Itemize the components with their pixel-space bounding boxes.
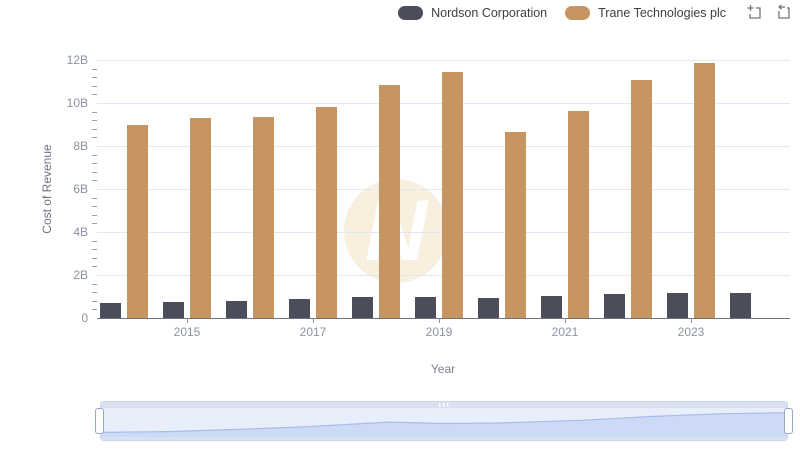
- bar-trane-2019[interactable]: [442, 71, 463, 318]
- y-minor-tick: [92, 94, 97, 96]
- y-minor-tick: [92, 137, 97, 139]
- bar-nordson-2014[interactable]: [100, 302, 121, 318]
- y-minor-tick: [92, 85, 97, 87]
- x-axis-line: [97, 318, 790, 319]
- y-minor-tick: [92, 197, 97, 199]
- box-zoom-icon[interactable]: [746, 4, 763, 21]
- legend: Nordson Corporation Trane Technologies p…: [398, 4, 792, 21]
- legend-item-trane[interactable]: Trane Technologies plc: [565, 5, 726, 20]
- x-tick-label-2021: 2021: [551, 325, 579, 339]
- legend-label-nordson: Nordson Corporation: [431, 5, 548, 20]
- y-minor-tick: [92, 128, 97, 130]
- bar-trane-2021[interactable]: [568, 110, 589, 318]
- x-tick: [691, 318, 692, 323]
- x-tick-label-2023: 2023: [677, 325, 705, 339]
- x-tick-label-2017: 2017: [299, 325, 327, 339]
- bar-trane-2020[interactable]: [505, 132, 526, 318]
- x-tick: [187, 318, 188, 323]
- bar-trane-2014[interactable]: [127, 124, 148, 318]
- x-tick: [565, 318, 566, 323]
- bar-nordson-2017[interactable]: [289, 298, 310, 318]
- y-tick-label: 8B: [73, 139, 88, 153]
- y-minor-tick: [92, 283, 97, 285]
- bar-nordson-2019[interactable]: [415, 297, 436, 318]
- bar-nordson-2015[interactable]: [163, 301, 184, 318]
- bar-nordson-2023[interactable]: [667, 292, 688, 318]
- y-minor-tick: [92, 240, 97, 242]
- legend-item-nordson[interactable]: Nordson Corporation: [398, 5, 548, 20]
- y-minor-tick: [92, 77, 97, 79]
- bar-trane-2023[interactable]: [694, 63, 715, 318]
- y-minor-tick: [92, 214, 97, 216]
- y-tick-label: 12B: [66, 53, 88, 67]
- data-zoom-slider[interactable]: [95, 401, 793, 441]
- gridline-12B: [97, 60, 790, 61]
- bar-nordson-2024[interactable]: [730, 292, 751, 318]
- bar-trane-2016[interactable]: [253, 116, 274, 318]
- bar-trane-2015[interactable]: [190, 118, 211, 318]
- legend-swatch-trane: [565, 5, 591, 20]
- y-minor-tick: [92, 180, 97, 182]
- navigator-left-handle[interactable]: [95, 408, 104, 434]
- x-tick: [439, 318, 440, 323]
- bar-trane-2018[interactable]: [379, 84, 400, 318]
- y-tick-label: 6B: [73, 182, 88, 196]
- bar-nordson-2022[interactable]: [604, 293, 625, 318]
- x-tick: [313, 318, 314, 323]
- navigator-right-handle[interactable]: [784, 408, 793, 434]
- y-tick-label: 0: [81, 311, 88, 325]
- x-tick-label-2019: 2019: [425, 325, 453, 339]
- y-tick-label: 10B: [66, 96, 88, 110]
- y-minor-tick: [92, 309, 97, 311]
- y-minor-tick: [92, 171, 97, 173]
- y-minor-tick: [92, 154, 97, 156]
- x-axis-title: Year: [430, 362, 456, 376]
- y-tick-label: 2B: [73, 268, 88, 282]
- y-tick-label: 4B: [73, 225, 88, 239]
- y-axis-title: Cost of Revenue: [40, 144, 54, 234]
- navigator-trend-chart: [99, 401, 789, 441]
- y-minor-tick: [92, 292, 97, 294]
- y-minor-tick: [92, 111, 97, 113]
- restore-icon[interactable]: [775, 4, 792, 21]
- bar-nordson-2020[interactable]: [478, 298, 499, 318]
- y-minor-tick: [92, 300, 97, 302]
- y-minor-tick: [92, 163, 97, 165]
- bar-nordson-2016[interactable]: [226, 300, 247, 318]
- bar-trane-2017[interactable]: [316, 107, 337, 318]
- y-minor-tick: [92, 120, 97, 122]
- y-minor-tick: [92, 257, 97, 259]
- y-minor-tick: [92, 249, 97, 251]
- bar-nordson-2021[interactable]: [541, 296, 562, 318]
- y-minor-tick: [92, 206, 97, 208]
- legend-label-trane: Trane Technologies plc: [598, 5, 726, 20]
- y-minor-tick: [92, 223, 97, 225]
- x-tick-label-2015: 2015: [173, 325, 201, 339]
- bar-trane-2022[interactable]: [631, 80, 652, 318]
- legend-swatch-nordson: [398, 5, 424, 20]
- y-minor-tick: [92, 68, 97, 70]
- y-minor-tick: [92, 266, 97, 268]
- bar-nordson-2018[interactable]: [352, 296, 373, 318]
- chart-toolbox: [746, 4, 792, 21]
